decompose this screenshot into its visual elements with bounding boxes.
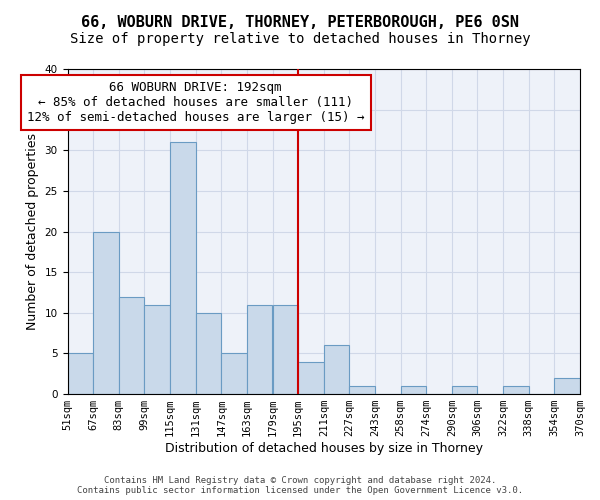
Bar	[247, 304, 272, 394]
Y-axis label: Number of detached properties: Number of detached properties	[26, 133, 39, 330]
Bar	[452, 386, 478, 394]
Bar	[298, 362, 324, 394]
Bar	[145, 304, 170, 394]
Text: 66, WOBURN DRIVE, THORNEY, PETERBOROUGH, PE6 0SN: 66, WOBURN DRIVE, THORNEY, PETERBOROUGH,…	[81, 15, 519, 30]
Bar	[349, 386, 375, 394]
Bar	[272, 304, 298, 394]
Text: 66 WOBURN DRIVE: 192sqm
← 85% of detached houses are smaller (111)
12% of semi-d: 66 WOBURN DRIVE: 192sqm ← 85% of detache…	[27, 81, 364, 124]
Bar	[401, 386, 426, 394]
Bar	[67, 354, 93, 394]
Bar	[93, 232, 119, 394]
Text: Contains HM Land Registry data © Crown copyright and database right 2024.
Contai: Contains HM Land Registry data © Crown c…	[77, 476, 523, 495]
X-axis label: Distribution of detached houses by size in Thorney: Distribution of detached houses by size …	[165, 442, 483, 455]
Bar	[119, 296, 145, 394]
Bar	[196, 313, 221, 394]
Bar	[324, 346, 349, 394]
Bar	[503, 386, 529, 394]
Bar	[221, 354, 247, 394]
Text: Size of property relative to detached houses in Thorney: Size of property relative to detached ho…	[70, 32, 530, 46]
Bar	[170, 142, 196, 394]
Bar	[554, 378, 580, 394]
